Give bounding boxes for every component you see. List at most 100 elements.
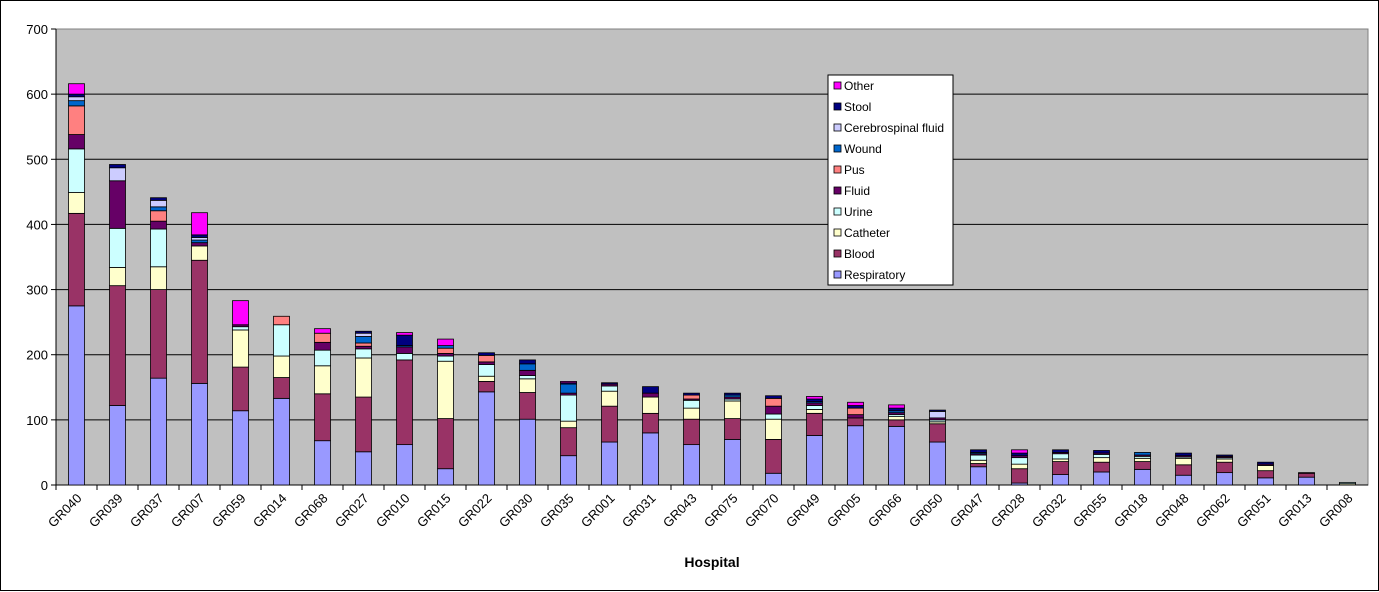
bar-segment-blood: [1011, 468, 1028, 484]
x-tick-label: GR027: [332, 491, 372, 531]
bar-segment-blood: [68, 212, 85, 307]
x-tick-label: GR015: [414, 491, 454, 531]
bar-segment-blood: [1257, 470, 1274, 479]
bar-segment-urine: [1011, 457, 1028, 465]
bar-segment-blood: [1298, 472, 1315, 478]
bar-segment-respiratory: [1298, 476, 1315, 486]
y-tick-label: 300: [26, 283, 48, 298]
bar-segment-urine: [109, 227, 126, 268]
bar-segment-pus: [355, 342, 372, 347]
bar-segment-fluid: [642, 392, 659, 398]
bar-segment-urine: [519, 375, 536, 380]
legend-swatch-cerebrospinal-fluid: [833, 123, 842, 132]
bar-segment-other: [232, 300, 249, 326]
bar-segment-blood: [273, 377, 290, 399]
bar-segment-fluid: [314, 341, 331, 351]
x-tick-label: GR051: [1234, 491, 1274, 531]
legend-box: [827, 74, 954, 286]
bar-segment-catheter: [355, 357, 372, 398]
bar-segment-blood: [970, 463, 987, 468]
bar-segment-urine: [765, 413, 782, 420]
x-tick-label: GR030: [496, 491, 536, 531]
x-tick-label: GR010: [373, 491, 413, 531]
bar-segment-stool: [1052, 449, 1069, 453]
bar-segment-respiratory: [888, 425, 905, 486]
x-tick-label: GR059: [209, 491, 249, 531]
bar-segment-catheter: [1257, 465, 1274, 472]
bar-segment-respiratory: [683, 444, 700, 486]
bar-segment-cerebrospinal-fluid: [355, 332, 372, 337]
bar-segment-wound: [560, 383, 577, 394]
bar-segment-catheter: [560, 420, 577, 429]
bar-segment-catheter: [724, 400, 741, 419]
bar-segment-other: [314, 328, 331, 334]
bar-segment-fluid: [150, 220, 167, 230]
bar-segment-respiratory: [437, 468, 454, 486]
bar-segment-other: [396, 332, 413, 336]
bar-segment-blood: [929, 423, 946, 443]
bar-segment-stool: [765, 395, 782, 399]
bar-segment-catheter: [150, 266, 167, 290]
bar-segment-urine: [560, 394, 577, 422]
x-tick-label: GR040: [45, 491, 85, 531]
bar-segment-catheter: [970, 459, 987, 464]
legend-label: Fluid: [844, 184, 870, 198]
bar-segment-catheter: [765, 418, 782, 440]
x-axis-ticks: GR040 GR039 GR037 GR007 GR059 GR014 GR068 GR027…: [45, 485, 1356, 530]
x-tick-label: GR014: [250, 491, 290, 531]
bar-segment-pus: [437, 347, 454, 354]
bar-segment-blood: [314, 393, 331, 442]
bar-segment-cerebrospinal-fluid: [109, 167, 126, 182]
bar-segment-respiratory: [970, 466, 987, 486]
bar-segment-blood: [396, 359, 413, 446]
bar-segment-respiratory: [273, 397, 290, 486]
x-tick-label: GR039: [86, 491, 126, 531]
bar-segment-catheter: [273, 355, 290, 378]
bar-segment-stool: [1216, 454, 1233, 457]
bar-segment-stool: [724, 392, 741, 396]
bar-segment-blood: [1093, 461, 1110, 473]
legend-swatch-stool: [833, 102, 842, 111]
bar-segment-urine: [396, 353, 413, 361]
bar-segment-pus: [273, 315, 290, 326]
bar-segment-stool: [150, 197, 167, 201]
bar-segment-respiratory: [847, 425, 864, 486]
bar-segment-respiratory: [642, 432, 659, 486]
x-tick-label: GR050: [906, 491, 946, 531]
bar-segment-respiratory: [109, 405, 126, 486]
bar-segment-blood: [560, 427, 577, 457]
bar-segment-fluid: [519, 369, 536, 376]
bar-segment-catheter: [478, 375, 495, 382]
bar-segment-blood: [683, 418, 700, 446]
y-tick-label: 400: [26, 217, 48, 232]
bar-segment-urine: [314, 349, 331, 367]
bars: [68, 83, 1356, 486]
bar-segment-pus: [314, 332, 331, 343]
bar-segment-blood: [601, 405, 618, 443]
legend-swatch-fluid: [833, 186, 842, 195]
x-axis-title: Hospital: [684, 554, 739, 570]
bar-segment-blood: [109, 285, 126, 406]
bar-segment-respiratory: [1134, 468, 1151, 486]
bar-segment-respiratory: [314, 440, 331, 486]
x-tick-label: GR066: [865, 491, 905, 531]
x-tick-label: GR028: [988, 491, 1028, 531]
bar-segment-wound: [355, 336, 372, 344]
bar-segment-catheter: [1175, 457, 1192, 466]
bar-segment-stool: [642, 386, 659, 394]
x-tick-label: GR043: [660, 491, 700, 531]
bar-segment-urine: [601, 385, 618, 392]
legend-label: Pus: [844, 163, 865, 177]
bar-segment-catheter: [519, 378, 536, 393]
bar-segment-blood: [806, 412, 823, 436]
bar-segment-catheter: [109, 267, 126, 287]
bar-segment-urine: [355, 348, 372, 359]
y-tick-label: 100: [26, 413, 48, 428]
bar-segment-blood: [150, 289, 167, 379]
legend-label: Other: [844, 79, 874, 93]
bar-segment-other: [560, 381, 577, 384]
x-tick-label: GR035: [537, 491, 577, 531]
x-tick-label: GR018: [1111, 491, 1151, 531]
